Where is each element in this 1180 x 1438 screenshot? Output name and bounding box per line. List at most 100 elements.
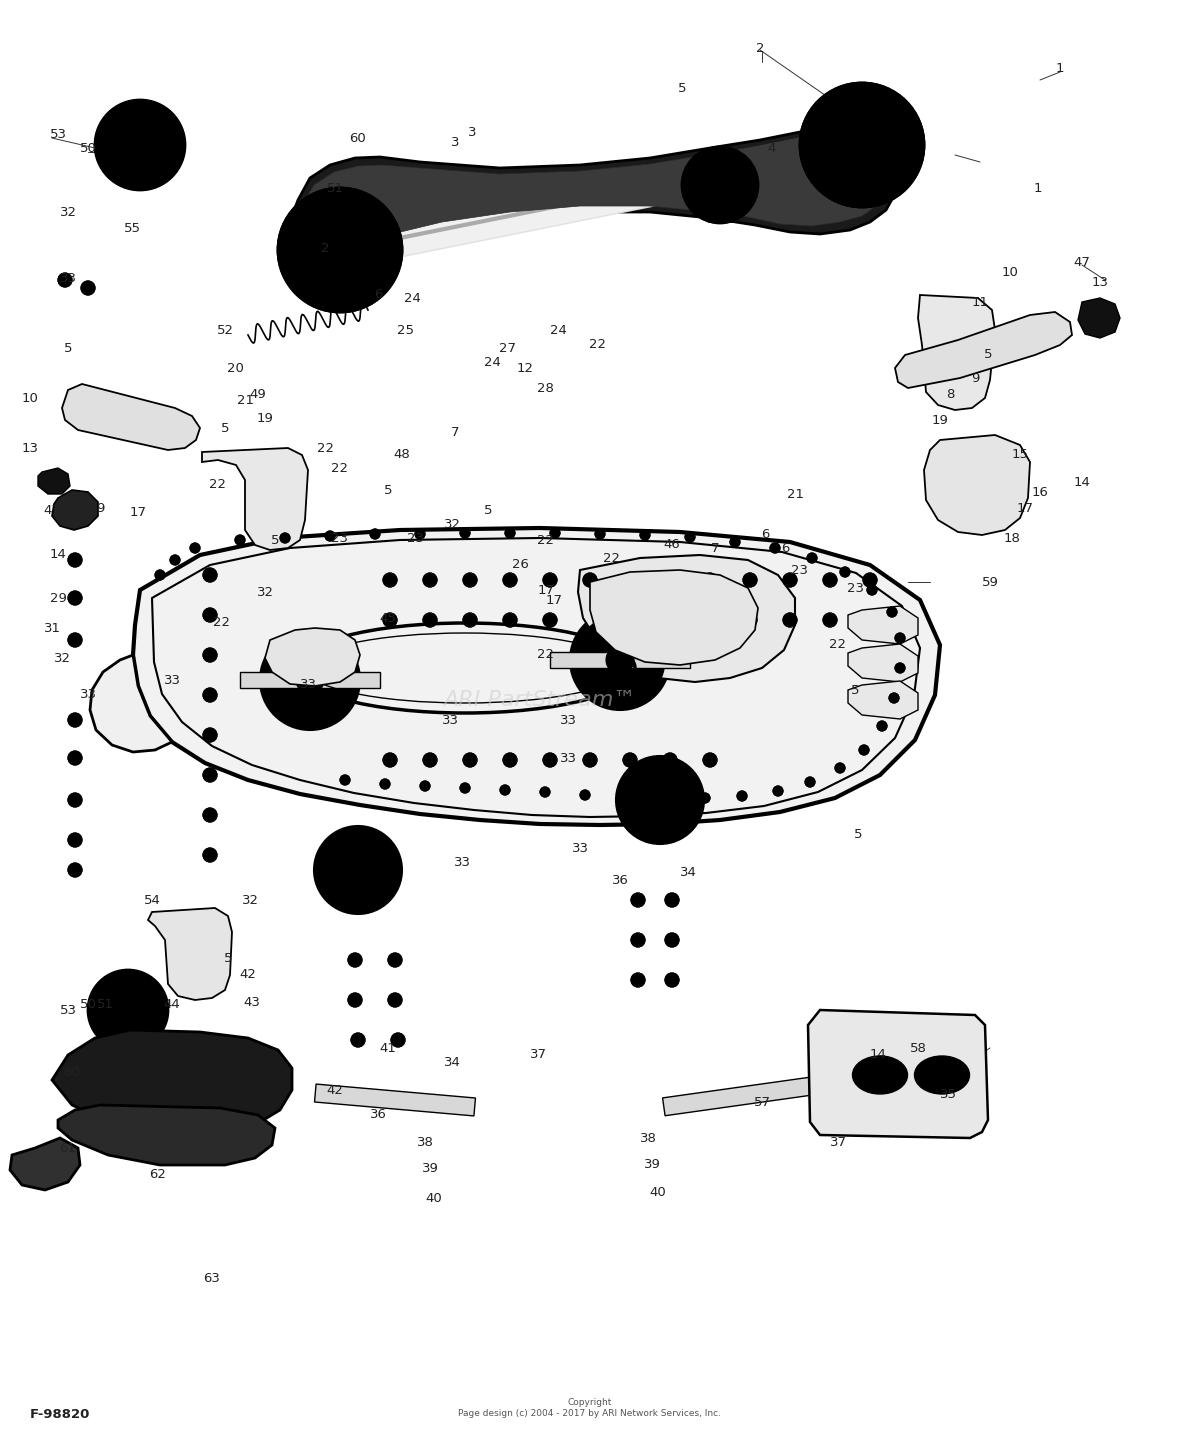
Circle shape [854,137,870,152]
Text: 39: 39 [643,1159,661,1172]
Circle shape [784,572,797,587]
Text: 22: 22 [332,462,348,475]
Circle shape [909,1038,923,1053]
Circle shape [631,893,645,907]
Circle shape [384,572,396,587]
Circle shape [854,137,870,152]
Circle shape [871,1038,885,1053]
Text: 49: 49 [250,388,267,401]
Circle shape [863,572,877,587]
Polygon shape [590,569,758,664]
Text: 24: 24 [550,324,566,336]
Text: Copyright
Page design (c) 2004 - 2017 by ARI Network Services, Inc.: Copyright Page design (c) 2004 - 2017 by… [459,1398,721,1418]
Circle shape [503,613,517,627]
Text: 23: 23 [846,581,864,594]
Circle shape [350,1032,365,1047]
Polygon shape [63,384,199,450]
Text: 31: 31 [44,621,60,634]
Circle shape [353,864,363,876]
Text: 32: 32 [256,585,274,598]
Circle shape [543,754,557,766]
Text: 33: 33 [164,673,181,686]
Text: 60: 60 [64,1066,80,1078]
Text: 32: 32 [444,519,460,532]
Circle shape [68,713,81,728]
Circle shape [682,147,758,223]
Circle shape [505,528,514,538]
Text: 23: 23 [406,532,424,545]
Text: 22: 22 [210,479,227,492]
Circle shape [332,242,348,257]
Circle shape [859,745,868,755]
Circle shape [384,754,396,766]
Circle shape [58,273,72,288]
Text: 7: 7 [710,542,720,555]
Text: 37: 37 [530,1048,546,1061]
Text: 21: 21 [787,489,804,502]
Circle shape [68,554,81,567]
Circle shape [81,280,96,295]
Circle shape [666,933,678,948]
Circle shape [655,795,666,805]
Circle shape [384,613,396,627]
Circle shape [460,784,470,792]
Text: 25: 25 [396,324,413,336]
Circle shape [887,607,897,617]
Circle shape [136,141,144,150]
Polygon shape [663,1074,833,1116]
Circle shape [607,646,634,674]
Circle shape [686,151,754,219]
Circle shape [682,147,758,223]
Circle shape [570,610,670,710]
Polygon shape [52,490,98,531]
Circle shape [867,585,877,595]
Circle shape [703,168,738,203]
Text: 8: 8 [946,388,955,401]
Text: 22: 22 [590,338,607,351]
Circle shape [663,572,677,587]
Circle shape [319,831,396,909]
Text: 47: 47 [1074,256,1090,269]
Circle shape [321,232,359,269]
Polygon shape [58,1104,275,1165]
Text: 12: 12 [517,361,533,374]
Circle shape [463,754,477,766]
Circle shape [90,1012,100,1022]
Text: 38: 38 [417,1136,433,1149]
Text: 29: 29 [50,591,66,604]
Polygon shape [848,644,918,682]
Text: 20: 20 [227,361,243,374]
Ellipse shape [914,1055,970,1094]
Text: 11: 11 [971,295,989,309]
Circle shape [284,194,396,306]
Circle shape [68,591,81,605]
Text: 58: 58 [910,1041,926,1054]
Circle shape [503,754,517,766]
Circle shape [909,1071,923,1086]
Circle shape [203,728,217,742]
Polygon shape [894,312,1071,388]
Circle shape [806,89,918,201]
Circle shape [203,649,217,661]
Text: 61: 61 [59,1142,77,1155]
Text: 34: 34 [444,1055,460,1068]
Text: 63: 63 [204,1271,221,1284]
Text: 36: 36 [611,873,629,886]
Circle shape [388,994,402,1007]
Text: 5: 5 [64,341,72,355]
Text: 22: 22 [537,649,553,661]
Circle shape [686,151,754,219]
Circle shape [540,787,550,797]
Circle shape [631,933,645,948]
Circle shape [703,754,717,766]
Circle shape [712,177,728,193]
Circle shape [822,613,837,627]
Circle shape [620,792,630,802]
Circle shape [68,633,81,647]
Circle shape [844,127,880,164]
Text: 40: 40 [426,1192,442,1205]
Circle shape [88,971,168,1050]
Text: 18: 18 [1003,532,1021,545]
Circle shape [124,1007,132,1014]
Circle shape [743,572,758,587]
